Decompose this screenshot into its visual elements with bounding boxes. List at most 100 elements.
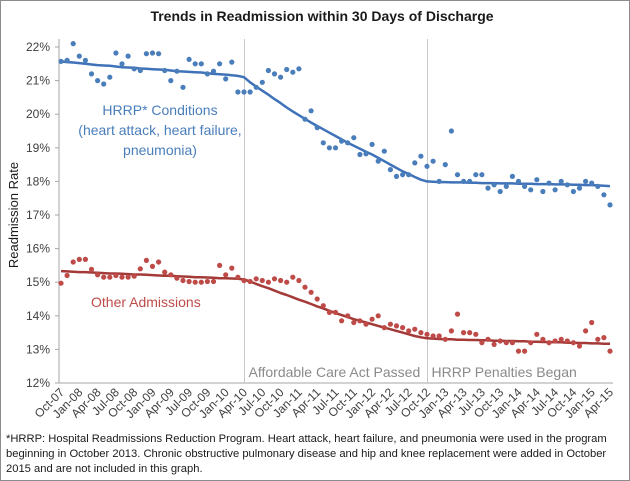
data-point: [143, 51, 149, 57]
data-point: [174, 68, 180, 74]
y-tick-label: 13%: [26, 342, 50, 356]
data-point: [131, 273, 137, 279]
data-point: [418, 330, 424, 336]
series-layer: [58, 41, 613, 354]
data-point: [552, 187, 558, 193]
data-point: [412, 160, 418, 166]
data-point: [168, 272, 174, 278]
data-point: [393, 173, 400, 179]
series-label-hrrp: pneumonia): [123, 142, 197, 158]
data-point: [326, 145, 332, 151]
data-point: [375, 313, 381, 319]
data-point: [576, 185, 583, 191]
data-point: [326, 309, 332, 315]
y-tick-label: 18%: [26, 174, 50, 188]
data-point: [58, 58, 64, 64]
data-point: [393, 323, 400, 329]
data-point: [149, 263, 156, 269]
y-tick-label: 20%: [26, 107, 50, 121]
data-point: [534, 177, 540, 183]
data-point: [601, 192, 607, 198]
data-point: [479, 340, 485, 346]
data-point: [570, 188, 577, 195]
y-tick-label: 14%: [26, 309, 50, 323]
axes: [55, 39, 613, 384]
data-point: [546, 180, 552, 186]
data-point: [229, 59, 235, 65]
data-point: [119, 274, 125, 280]
data-point: [308, 289, 314, 295]
data-point: [137, 67, 143, 74]
data-point: [601, 335, 607, 341]
data-point: [515, 178, 522, 184]
data-point: [314, 296, 320, 302]
data-point: [454, 311, 461, 317]
data-point: [497, 338, 503, 344]
data-point: [235, 274, 241, 280]
data-point: [156, 51, 162, 57]
data-point: [454, 172, 461, 178]
data-point: [595, 336, 601, 342]
data-point: [180, 84, 186, 90]
data-point: [583, 328, 589, 334]
data-point: [564, 338, 570, 344]
series-labels: HRRP* Conditions (heart attack, heart fai…: [78, 102, 241, 310]
data-point: [302, 116, 308, 122]
data-point: [241, 89, 247, 95]
data-point: [88, 71, 95, 77]
data-point: [101, 81, 107, 87]
data-point: [162, 269, 168, 275]
data-point: [265, 279, 271, 285]
data-point: [70, 259, 76, 265]
data-point: [515, 348, 522, 354]
data-point: [412, 326, 418, 332]
data-point: [430, 333, 436, 339]
data-point: [284, 279, 290, 285]
series-label-hrrp: (heart attack, heart failure,: [78, 122, 241, 138]
x-tick-labels: Oct-07Jan-08Apr-08Jul-08Oct-08Jan-09Apr-…: [32, 385, 617, 421]
data-point: [467, 330, 473, 336]
data-point: [320, 303, 326, 309]
data-point: [149, 50, 156, 56]
data-point: [424, 331, 430, 337]
data-point: [564, 182, 570, 188]
data-point: [186, 278, 192, 285]
data-point: [125, 274, 131, 280]
data-point: [210, 278, 217, 285]
data-point: [101, 274, 107, 280]
y-tick-label: 17%: [26, 208, 50, 222]
data-point: [448, 128, 454, 134]
data-point: [278, 74, 284, 80]
data-point: [387, 167, 393, 173]
data-point: [278, 277, 284, 284]
data-point: [143, 257, 149, 263]
data-point: [558, 336, 564, 342]
data-point: [290, 69, 296, 75]
data-point: [485, 185, 491, 191]
footnote: *HRRP: Hospital Readmissions Reduction P…: [6, 433, 607, 475]
data-point: [522, 348, 528, 354]
data-point: [558, 178, 564, 184]
data-point: [156, 259, 162, 265]
data-point: [369, 316, 375, 322]
data-point: [247, 278, 253, 285]
data-point: [381, 148, 387, 154]
data-point: [436, 333, 442, 339]
data-point: [509, 173, 515, 179]
data-point: [58, 280, 64, 286]
data-point: [253, 276, 259, 282]
data-point: [442, 162, 448, 168]
data-point: [290, 274, 296, 280]
data-point: [381, 325, 387, 331]
data-point: [522, 183, 528, 189]
data-point: [332, 309, 339, 315]
data-point: [583, 178, 589, 184]
data-point: [339, 318, 345, 324]
data-point: [192, 279, 198, 285]
y-tick-labels: 12% 13% 14% 15% 16% 17% 18% 19% 20% 21% 22%: [26, 40, 50, 390]
data-point: [223, 272, 229, 278]
data-point: [107, 274, 113, 280]
data-point: [473, 172, 479, 178]
data-point: [265, 67, 271, 74]
